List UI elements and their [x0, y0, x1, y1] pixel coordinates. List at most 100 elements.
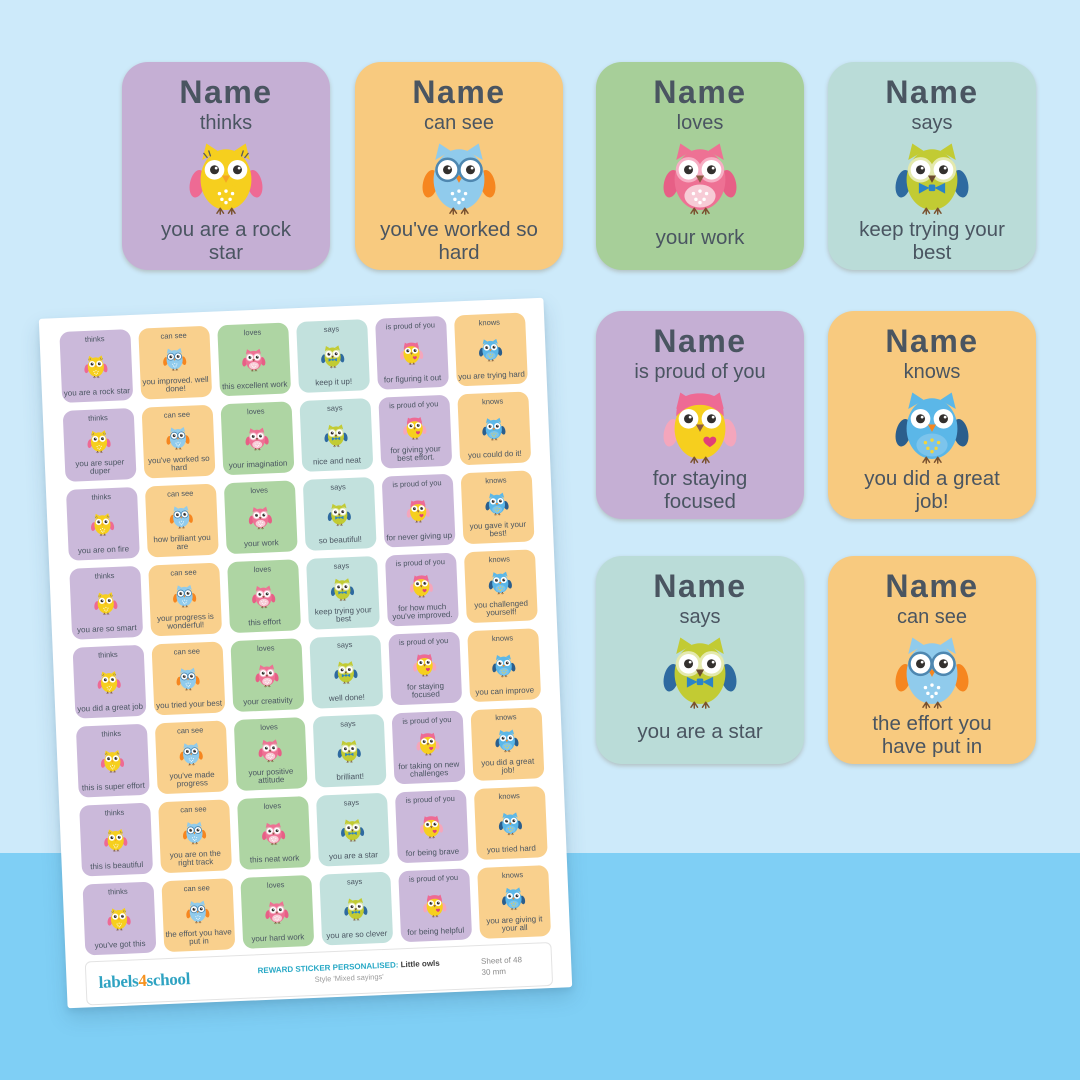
- sheet-sticker: is proud of you for taking on new challe…: [391, 710, 466, 785]
- owl-loves-icon: [240, 346, 267, 373]
- sticker-verb: thinks: [199, 111, 253, 134]
- sticker-message: you've made progress: [169, 769, 215, 789]
- sheet-sticker: thinks you are on fire: [65, 486, 140, 561]
- sticker-message: for taking on new challenges: [398, 759, 460, 780]
- owl-thinks-icon: [96, 669, 123, 696]
- sheet-sticker: says keep trying your best: [305, 555, 380, 630]
- sheet-sticker: thinks you are a rock star: [58, 329, 133, 403]
- sticker-verb: can see: [176, 725, 204, 736]
- sticker-message: you are trying hard: [458, 370, 526, 382]
- sheet-sticker: says brilliant!: [312, 713, 387, 788]
- sticker-name: Name: [653, 568, 747, 604]
- sticker-message: you are a star: [328, 850, 379, 862]
- sheet-sticker: thinks you are so smart: [68, 565, 143, 640]
- sticker-message: your work: [655, 225, 745, 249]
- sticker-message: brilliant!: [336, 772, 365, 783]
- owl-says-icon: [319, 343, 346, 370]
- owl-loves-icon: [260, 820, 287, 847]
- owl-loves-icon: [243, 425, 270, 452]
- sheet-sticker: says you are so clever: [318, 871, 393, 946]
- sheet-sticker: loves your creativity: [229, 638, 304, 713]
- sticker-verb: is proud of you: [388, 399, 439, 411]
- owl-says-icon: [326, 501, 353, 528]
- owl-loves-icon: [253, 662, 280, 689]
- sticker-verb: knows: [495, 712, 517, 723]
- owl-cansee-icon: [161, 345, 188, 372]
- sticker-name: Name: [885, 568, 979, 604]
- sticker-message: you are so smart: [76, 623, 137, 635]
- sheet-sticker: can see you are on the right track: [157, 799, 232, 874]
- preview-sticker: Name can see you've worked so hard: [355, 62, 563, 270]
- sticker-message: you've worked so hard: [147, 453, 210, 473]
- sticker-verb: knows: [498, 791, 520, 802]
- owl-knows-icon: [480, 415, 507, 442]
- owl-says-icon: [658, 631, 742, 713]
- sticker-message: your creativity: [243, 696, 293, 708]
- sheet-sticker: says keep it up!: [295, 319, 370, 394]
- sheet-description: REWARD STICKER PERSONALISED: Little owls…: [216, 957, 482, 988]
- sticker-message: you could do it!: [467, 449, 522, 461]
- sheet-sticker: can see you improved. well done!: [137, 325, 212, 400]
- owl-says-icon: [339, 816, 366, 843]
- sticker-verb: thinks: [94, 570, 115, 581]
- sheet-sticker: thinks this is beautiful: [78, 802, 153, 877]
- preview-sticker: Name knows you did a great job!: [828, 311, 1036, 519]
- sticker-verb: loves: [250, 485, 269, 496]
- sheet-sticker: is proud of you for figuring it out: [374, 315, 449, 390]
- sticker-message: you are a rock star: [161, 217, 291, 264]
- sticker-size: 30 mm: [481, 966, 507, 977]
- owl-loves-icon: [658, 137, 742, 219]
- sticker-verb: says: [340, 718, 356, 729]
- owl-knows-icon: [500, 885, 527, 912]
- sheet-sticker: loves your imagination: [220, 401, 294, 476]
- owl-says-icon: [890, 137, 974, 219]
- sticker-verb: is proud of you: [408, 872, 459, 884]
- sticker-verb: is proud of you: [395, 557, 446, 569]
- sticker-verb: is proud of you: [385, 320, 436, 332]
- owl-proud-icon: [405, 497, 432, 524]
- sticker-verb: says: [346, 876, 363, 887]
- owl-loves-icon: [257, 737, 284, 764]
- sticker-message: well done!: [328, 692, 366, 704]
- sticker-verb: is proud of you: [392, 478, 442, 490]
- sticker-message: your hard work: [251, 932, 305, 944]
- sticker-verb: can see: [163, 409, 191, 420]
- sheet-sticker: thinks you did a great job: [72, 644, 146, 719]
- owl-thinks-icon: [102, 826, 129, 853]
- owl-thinks-icon: [105, 905, 132, 932]
- sticker-verb: says: [323, 324, 340, 334]
- sheet-meta: Sheet of 48 30 mm: [481, 953, 540, 978]
- sticker-message: you've got this: [94, 939, 146, 951]
- sheet-sticker: knows you could do it!: [456, 391, 531, 466]
- product-name: Little owls: [400, 958, 440, 970]
- sheet-sticker: can see the effort you have put in: [160, 878, 235, 953]
- sticker-verb: says: [679, 605, 721, 628]
- sticker-message: you are on fire: [77, 544, 130, 556]
- brand-logo: labels4school: [98, 968, 217, 993]
- sheet-sticker: knows you tried hard: [473, 786, 548, 861]
- sticker-message: you've worked so hard: [380, 217, 538, 264]
- owl-thinks-icon: [99, 747, 126, 774]
- sticker-name: Name: [653, 74, 747, 110]
- sticker-verb: thinks: [107, 886, 128, 897]
- owl-loves-icon: [247, 504, 274, 531]
- owl-says-icon: [336, 738, 363, 765]
- owl-cansee-icon: [890, 631, 974, 713]
- sticker-verb: loves: [253, 564, 272, 575]
- sheet-sticker: says you are a star: [315, 792, 390, 867]
- sticker-message: for figuring it out: [383, 373, 442, 385]
- owl-proud-icon: [401, 414, 428, 441]
- owl-thinks-icon: [89, 511, 116, 538]
- sticker-verb: knows: [481, 396, 504, 407]
- sticker-verb: thinks: [84, 334, 105, 344]
- sheet-sticker: knows you are giving it your all: [476, 865, 551, 939]
- sticker-message: the effort you have put in: [872, 711, 992, 758]
- owl-thinks-icon: [184, 137, 268, 219]
- sheet-sticker: knows you did a great job!: [470, 707, 544, 782]
- preview-sticker: Name says you are a star: [596, 556, 804, 764]
- sticker-message: for staying focused: [652, 466, 748, 513]
- sticker-message: keep trying your best: [859, 217, 1005, 264]
- sheet-sticker: says well done!: [308, 634, 383, 709]
- sticker-message: you are on the right track: [169, 848, 222, 868]
- sheet-sticker: loves your work: [223, 480, 298, 555]
